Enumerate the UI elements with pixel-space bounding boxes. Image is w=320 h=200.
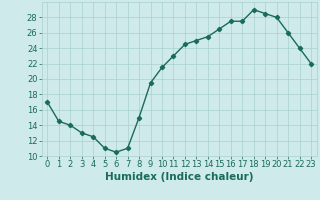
X-axis label: Humidex (Indice chaleur): Humidex (Indice chaleur): [105, 172, 253, 182]
